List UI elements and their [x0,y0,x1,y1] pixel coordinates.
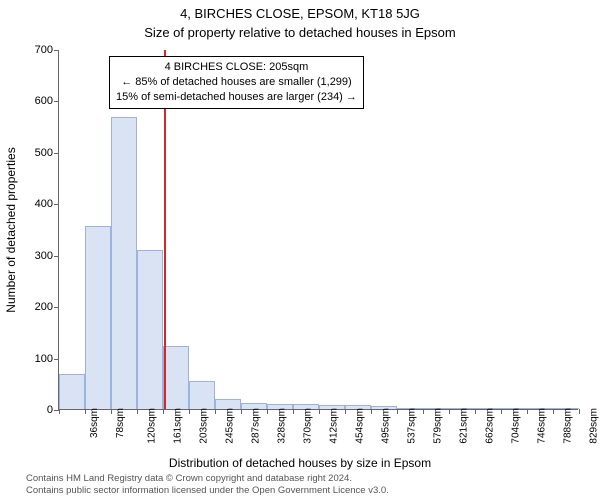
x-tick-label: 579sqm [433,408,444,444]
annotation-line: ← 85% of detached houses are smaller (1,… [116,75,357,90]
chart-title-address: 4, BIRCHES CLOSE, EPSOM, KT18 5JG [0,0,600,21]
x-tick-label: 454sqm [355,408,366,444]
y-tick-label: 700 [19,44,53,56]
histogram-bar [59,374,85,409]
annotation-line: 15% of semi-detached houses are larger (… [116,90,357,105]
x-tick-label: 78sqm [115,408,126,438]
x-tick-label: 746sqm [537,408,548,444]
y-tick-label: 0 [19,404,53,416]
x-tick-label: 203sqm [199,408,210,444]
histogram-bar [163,346,189,409]
footer-line-2: Contains public sector information licen… [26,485,389,497]
y-tick-label: 500 [19,147,53,159]
x-tick-label: 328sqm [277,408,288,444]
x-tick-label: 537sqm [407,408,418,444]
x-tick-label: 412sqm [329,408,340,444]
x-tick-label: 662sqm [485,408,496,444]
x-tick-label: 495sqm [381,408,392,444]
x-tick-label: 161sqm [173,408,184,444]
x-tick-label: 829sqm [589,408,600,444]
annotation-line: 4 BIRCHES CLOSE: 205sqm [116,60,357,75]
histogram-bar [85,226,111,409]
histogram-bar [189,381,215,409]
y-tick-label: 200 [19,301,53,313]
x-tick-label: 245sqm [225,408,236,444]
x-tick-label: 120sqm [147,408,158,444]
y-tick-label: 400 [19,198,53,210]
histogram-bar [137,250,163,409]
attribution-footer: Contains HM Land Registry data © Crown c… [26,473,389,497]
y-axis-label: Number of detached properties [4,147,18,312]
x-tick-label: 621sqm [459,408,470,444]
x-tick-label: 36sqm [89,408,100,438]
footer-line-1: Contains HM Land Registry data © Crown c… [26,473,389,485]
y-tick-label: 100 [19,353,53,365]
x-tick-label: 370sqm [303,408,314,444]
annotation-box: 4 BIRCHES CLOSE: 205sqm← 85% of detached… [109,56,364,109]
chart-subtitle: Size of property relative to detached ho… [0,21,600,40]
histogram-plot-area: 010020030040050060070036sqm78sqm120sqm16… [58,50,578,410]
x-tick-label: 704sqm [511,408,522,444]
x-axis-label: Distribution of detached houses by size … [0,456,600,470]
x-tick-label: 788sqm [563,408,574,444]
y-tick-label: 600 [19,95,53,107]
x-tick-label: 287sqm [251,408,262,444]
y-tick-label: 300 [19,250,53,262]
histogram-bar [111,117,137,409]
